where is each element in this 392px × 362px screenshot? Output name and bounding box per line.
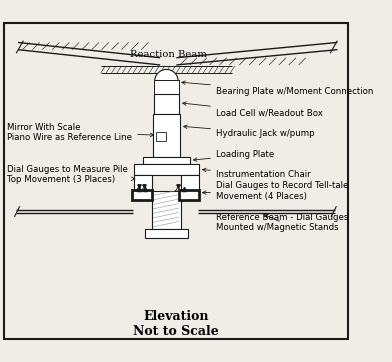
Bar	[181, 175, 199, 191]
Bar	[134, 164, 199, 175]
Text: Bearing Plate w/Moment Connection: Bearing Plate w/Moment Connection	[182, 81, 373, 96]
Bar	[134, 175, 152, 191]
Text: Load Cell w/Readout Box: Load Cell w/Readout Box	[183, 102, 323, 117]
Text: Loading Plate: Loading Plate	[194, 151, 274, 161]
Bar	[154, 80, 179, 94]
Text: Dial Gauges to Measure Pile
Top Movement (3 Places): Dial Gauges to Measure Pile Top Movement…	[7, 165, 135, 184]
Text: Dial Gauges to Record Tell-tale
Movement (4 Places): Dial Gauges to Record Tell-tale Movement…	[203, 181, 348, 201]
Bar	[156, 132, 167, 142]
Bar	[143, 157, 190, 164]
Text: Elevation
Not to Scale: Elevation Not to Scale	[133, 310, 219, 338]
Bar	[145, 229, 188, 238]
Text: Hydraulic Jack w/pump: Hydraulic Jack w/pump	[183, 125, 314, 138]
Bar	[132, 190, 152, 200]
Bar	[152, 191, 181, 229]
Bar	[179, 190, 199, 200]
Bar	[154, 94, 179, 114]
Text: Reaction Beam: Reaction Beam	[130, 50, 207, 59]
Text: Reference Beam - Dial Gauges
Mounted w/Magnetic Stands: Reference Beam - Dial Gauges Mounted w/M…	[216, 213, 348, 232]
Text: Instrumentation Chair: Instrumentation Chair	[203, 168, 310, 179]
Circle shape	[155, 70, 178, 93]
Text: Mirror With Scale
Piano Wire as Reference Line: Mirror With Scale Piano Wire as Referenc…	[7, 123, 154, 142]
Bar	[153, 114, 180, 157]
